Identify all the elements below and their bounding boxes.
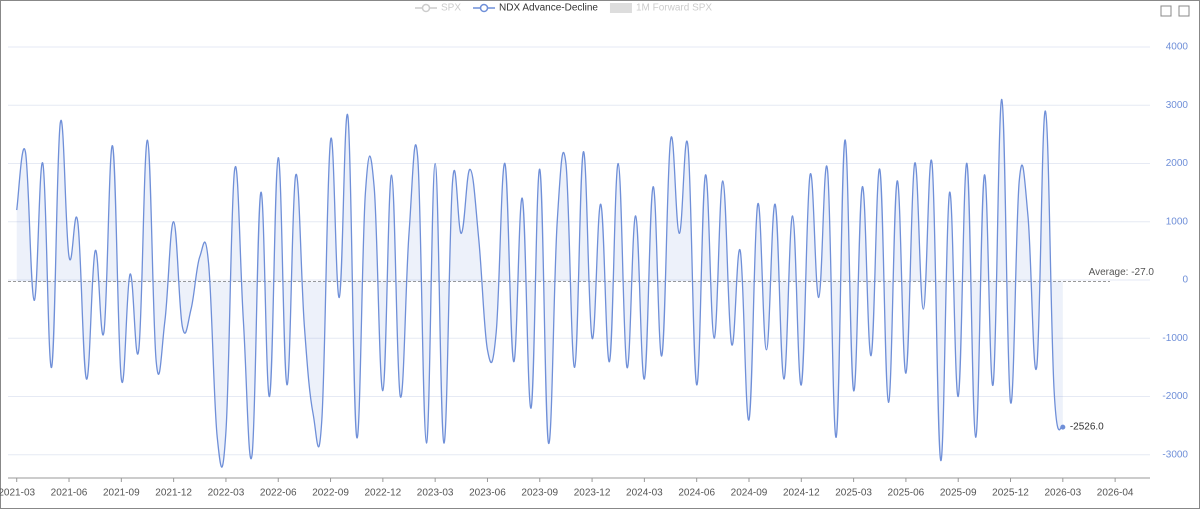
- legend-label[interactable]: 1M Forward SPX: [636, 3, 712, 14]
- x-tick-label: 2023-09: [521, 488, 558, 499]
- y-tick-label: 3000: [1166, 100, 1189, 111]
- x-tick-label: 2026-04: [1097, 488, 1134, 499]
- y-tick-label: -2000: [1162, 391, 1188, 402]
- x-tick-label: 2021-09: [103, 488, 140, 499]
- value-label: -2526.0: [1070, 422, 1104, 433]
- legend-swatch: [479, 3, 489, 13]
- x-tick-label: 2023-06: [469, 488, 506, 499]
- x-tick-label: 2023-03: [417, 488, 454, 499]
- toolbox[interactable]: [1160, 5, 1190, 17]
- legend-swatch: [421, 3, 431, 13]
- restore-icon[interactable]: [1160, 5, 1172, 17]
- y-tick-label: 2000: [1166, 158, 1189, 169]
- x-tick-label: 2021-06: [51, 488, 88, 499]
- y-tick-label: 4000: [1166, 42, 1189, 53]
- save-icon[interactable]: [1178, 5, 1190, 17]
- area: [16, 99, 1063, 468]
- x-tick-label: 2026-03: [1044, 488, 1081, 499]
- x-tick-label: 2021-03: [0, 488, 36, 499]
- x-tick-label: 2022-09: [312, 488, 349, 499]
- legend-label[interactable]: SPX: [441, 3, 461, 14]
- line: [16, 98, 1064, 468]
- x-tick-label: 2024-09: [731, 488, 768, 499]
- y-tick-label: 0: [1182, 275, 1188, 286]
- x-tick-label: 2025-09: [940, 488, 977, 499]
- legend: SPX NDX Advance-Decline 1M Forward SPX: [415, 3, 712, 14]
- x-tick-label: 2023-12: [574, 488, 611, 499]
- x-tick-label: 2025-12: [992, 488, 1029, 499]
- x-tick-label: 2024-06: [678, 488, 715, 499]
- x-tick-label: 2022-06: [260, 488, 297, 499]
- x-tick-label: 2021-12: [155, 488, 192, 499]
- x-tick-label: 2025-03: [835, 488, 872, 499]
- y-tick-label: -3000: [1162, 449, 1188, 460]
- legend-swatch: [609, 3, 632, 13]
- x-tick-label: 2022-03: [208, 488, 245, 499]
- x-tick-label: 2025-06: [888, 488, 925, 499]
- y-tick-label: 1000: [1166, 216, 1189, 227]
- average-label: Average: -27.0: [1089, 267, 1155, 278]
- y-tick-label: -1000: [1162, 333, 1188, 344]
- x-tick-label: 2024-03: [626, 488, 663, 499]
- x-tick-label: 2022-12: [365, 488, 402, 499]
- legend-label[interactable]: NDX Advance-Decline: [499, 3, 598, 14]
- x-tick-label: 2024-12: [783, 488, 820, 499]
- point: [1060, 424, 1066, 430]
